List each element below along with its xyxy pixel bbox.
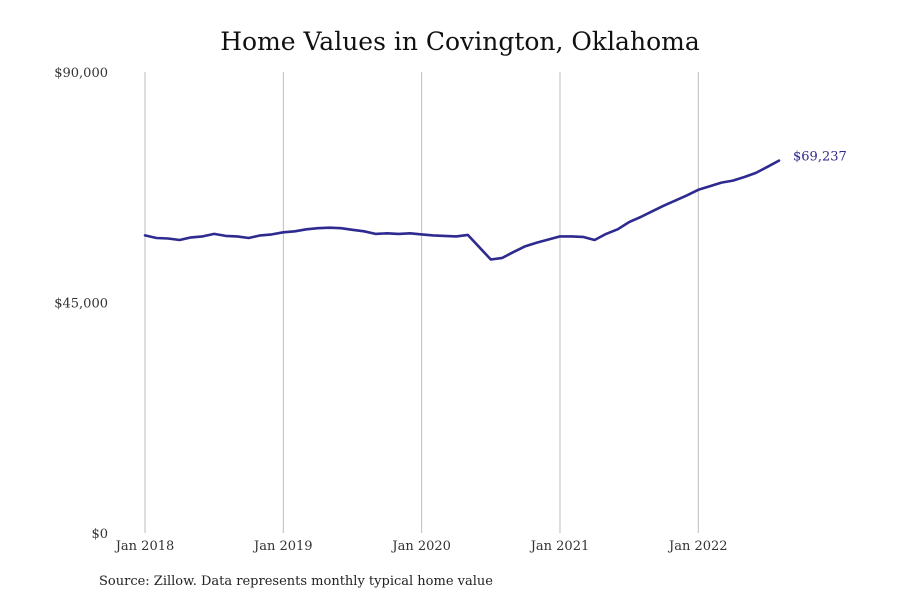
y-tick-label: $45,000 xyxy=(54,297,108,312)
chart-title: Home Values in Covington, Oklahoma xyxy=(220,27,700,56)
source-note: Source: Zillow. Data represents monthly … xyxy=(99,574,493,589)
series-group: $69,237 xyxy=(143,150,847,261)
grid-lines xyxy=(144,72,699,533)
x-axis-ticks: Jan 2018 Jan 2019 Jan 2020 Jan 2021 Jan 2022 xyxy=(114,539,728,554)
x-tick-label: Jan 2020 xyxy=(390,539,451,554)
x-tick-label: Jan 2019 xyxy=(252,539,313,554)
y-axis-ticks: $90,000 $45,000 $0 xyxy=(54,66,108,542)
x-tick-label: Jan 2018 xyxy=(114,539,175,554)
x-tick-label: Jan 2021 xyxy=(529,539,590,554)
y-tick-label: $0 xyxy=(91,527,108,542)
x-tick-label: Jan 2022 xyxy=(667,539,728,554)
end-value-label: $69,237 xyxy=(793,150,847,165)
series-line xyxy=(143,159,781,261)
y-tick-label: $90,000 xyxy=(54,66,108,81)
